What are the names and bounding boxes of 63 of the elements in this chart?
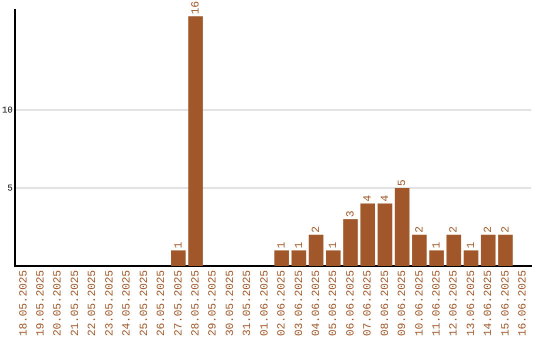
x-tick-label: 12.06.2025	[448, 270, 461, 336]
x-tick-label: 25.05.2025	[138, 270, 151, 336]
x-tick-label: 03.06.2025	[294, 270, 306, 336]
x-tick-label: 27.05.2025	[173, 270, 186, 336]
bar	[378, 204, 392, 266]
data-label: 2	[414, 226, 426, 233]
x-tick-label: 10.06.2025	[414, 270, 426, 336]
x-tick-label: 22.05.2025	[87, 270, 100, 336]
bar	[412, 234, 427, 266]
data-label: 1	[173, 241, 186, 248]
data-label: 4	[362, 194, 375, 202]
x-tick-label: 11.06.2025	[431, 270, 444, 336]
bar	[188, 16, 203, 266]
x-tick-label: 14.06.2025	[483, 270, 496, 336]
y-tick-label: 10	[2, 105, 13, 116]
data-label: 3	[345, 210, 358, 218]
bar	[343, 219, 358, 266]
bar	[274, 250, 289, 266]
x-tick-label: 20.05.2025	[52, 270, 65, 336]
bar	[464, 250, 478, 266]
bar	[429, 250, 444, 266]
x-tick-label: 28.05.2025	[190, 270, 202, 336]
bar	[360, 204, 376, 266]
x-tick-label: 24.05.2025	[122, 270, 134, 336]
data-label: 2	[448, 226, 461, 233]
bar	[308, 234, 324, 266]
bar	[292, 250, 306, 266]
x-tick-label: 06.06.2025	[345, 270, 358, 336]
x-tick-label: 16.06.2025	[518, 270, 530, 336]
bar	[394, 188, 410, 266]
bar	[171, 250, 186, 266]
data-label: 1	[466, 241, 478, 248]
x-tick-label: 05.06.2025	[328, 270, 340, 336]
data-label: 1	[328, 241, 340, 248]
x-tick-label: 21.05.2025	[70, 270, 82, 336]
bar	[446, 234, 462, 266]
data-label: 5	[397, 179, 410, 186]
x-tick-label: 07.06.2025	[362, 270, 375, 336]
x-tick-label: 31.05.2025	[242, 270, 254, 336]
x-tick-label: 23.05.2025	[104, 270, 116, 336]
data-label: 16	[190, 1, 202, 14]
bar	[326, 250, 341, 266]
x-tick-label: 01.06.2025	[259, 270, 272, 336]
x-tick-label: 13.06.2025	[466, 270, 478, 336]
bar	[498, 234, 513, 266]
data-label: 2	[310, 226, 323, 233]
x-tick-label: 19.05.2025	[36, 270, 48, 336]
data-label: 2	[500, 226, 512, 233]
x-tick-label: 29.05.2025	[208, 270, 220, 336]
x-tick-label: 08.06.2025	[380, 270, 392, 336]
data-label: 4	[380, 194, 392, 202]
x-tick-label: 15.06.2025	[500, 270, 512, 336]
data-label: 2	[483, 226, 496, 233]
data-label: 1	[294, 241, 306, 248]
x-tick-label: 26.05.2025	[156, 270, 168, 336]
x-tick-label: 09.06.2025	[397, 270, 410, 336]
x-tick-label: 02.06.2025	[276, 270, 289, 336]
x-tick-label: 04.06.2025	[310, 270, 323, 336]
x-tick-label: 30.05.2025	[224, 270, 237, 336]
data-label: 1	[276, 241, 289, 248]
bar	[480, 234, 496, 266]
x-tick-label: 18.05.2025	[18, 270, 30, 336]
data-label: 1	[431, 241, 444, 248]
